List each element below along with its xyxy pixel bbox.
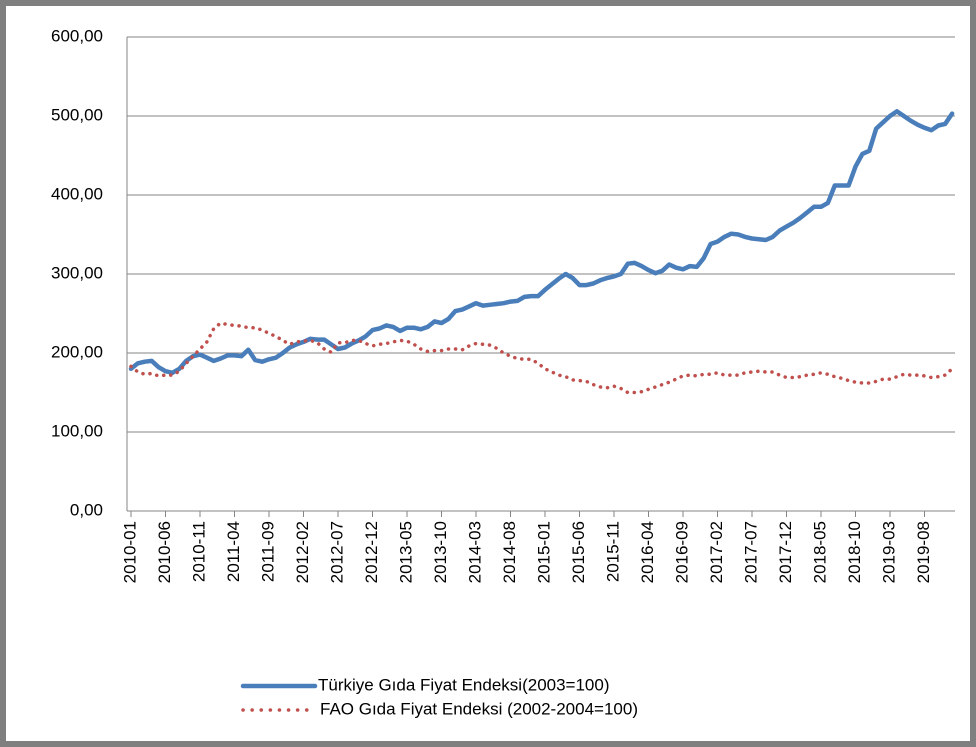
series-line [129, 321, 954, 395]
series-line [128, 109, 955, 376]
x-tick-label: 2012-02 [293, 521, 312, 583]
x-tick-label: 2019-08 [914, 521, 933, 583]
y-tick-label: 600,00 [51, 26, 103, 45]
legend-label: Türkiye Gıda Fiyat Endeksi(2003=100) [318, 675, 610, 694]
x-tick-label: 2017-12 [776, 521, 795, 583]
x-tick-label: 2017-07 [741, 521, 760, 583]
x-tick-label: 2011-04 [224, 521, 243, 582]
x-tick-label: 2019-03 [879, 521, 898, 583]
x-tick-label: 2014-03 [465, 521, 484, 583]
x-tick-label: 2010-11 [189, 521, 208, 582]
x-tick-label: 2010-06 [155, 521, 174, 583]
x-tick-label: 2015-11 [603, 521, 622, 582]
x-tick-label: 2018-05 [810, 521, 829, 583]
legend-label: FAO Gıda Fiyat Endeksi (2002-2004=100) [320, 699, 638, 718]
x-tick-label: 2015-06 [569, 521, 588, 583]
x-tick-label: 2015-01 [534, 521, 553, 583]
x-tick-label: 2016-09 [672, 521, 691, 583]
y-tick-label: 500,00 [51, 105, 103, 124]
x-tick-label: 2013-10 [431, 521, 450, 583]
x-tick-label: 2014-08 [500, 521, 519, 583]
x-tick-label: 2012-07 [327, 521, 346, 583]
y-tick-label: 0,00 [70, 500, 103, 519]
x-tick-label: 2013-05 [396, 521, 415, 583]
x-tick-label: 2012-12 [362, 521, 381, 583]
x-tick-label: 2010-01 [120, 521, 139, 583]
y-tick-label: 200,00 [51, 342, 103, 361]
x-tick-label: 2018-10 [845, 521, 864, 583]
x-tick-label: 2016-04 [638, 521, 657, 583]
y-tick-label: 100,00 [51, 421, 103, 440]
x-tick-label: 2017-02 [707, 521, 726, 583]
y-tick-label: 300,00 [51, 263, 103, 282]
x-tick-label: 2011-09 [258, 521, 277, 582]
y-tick-label: 400,00 [51, 184, 103, 203]
